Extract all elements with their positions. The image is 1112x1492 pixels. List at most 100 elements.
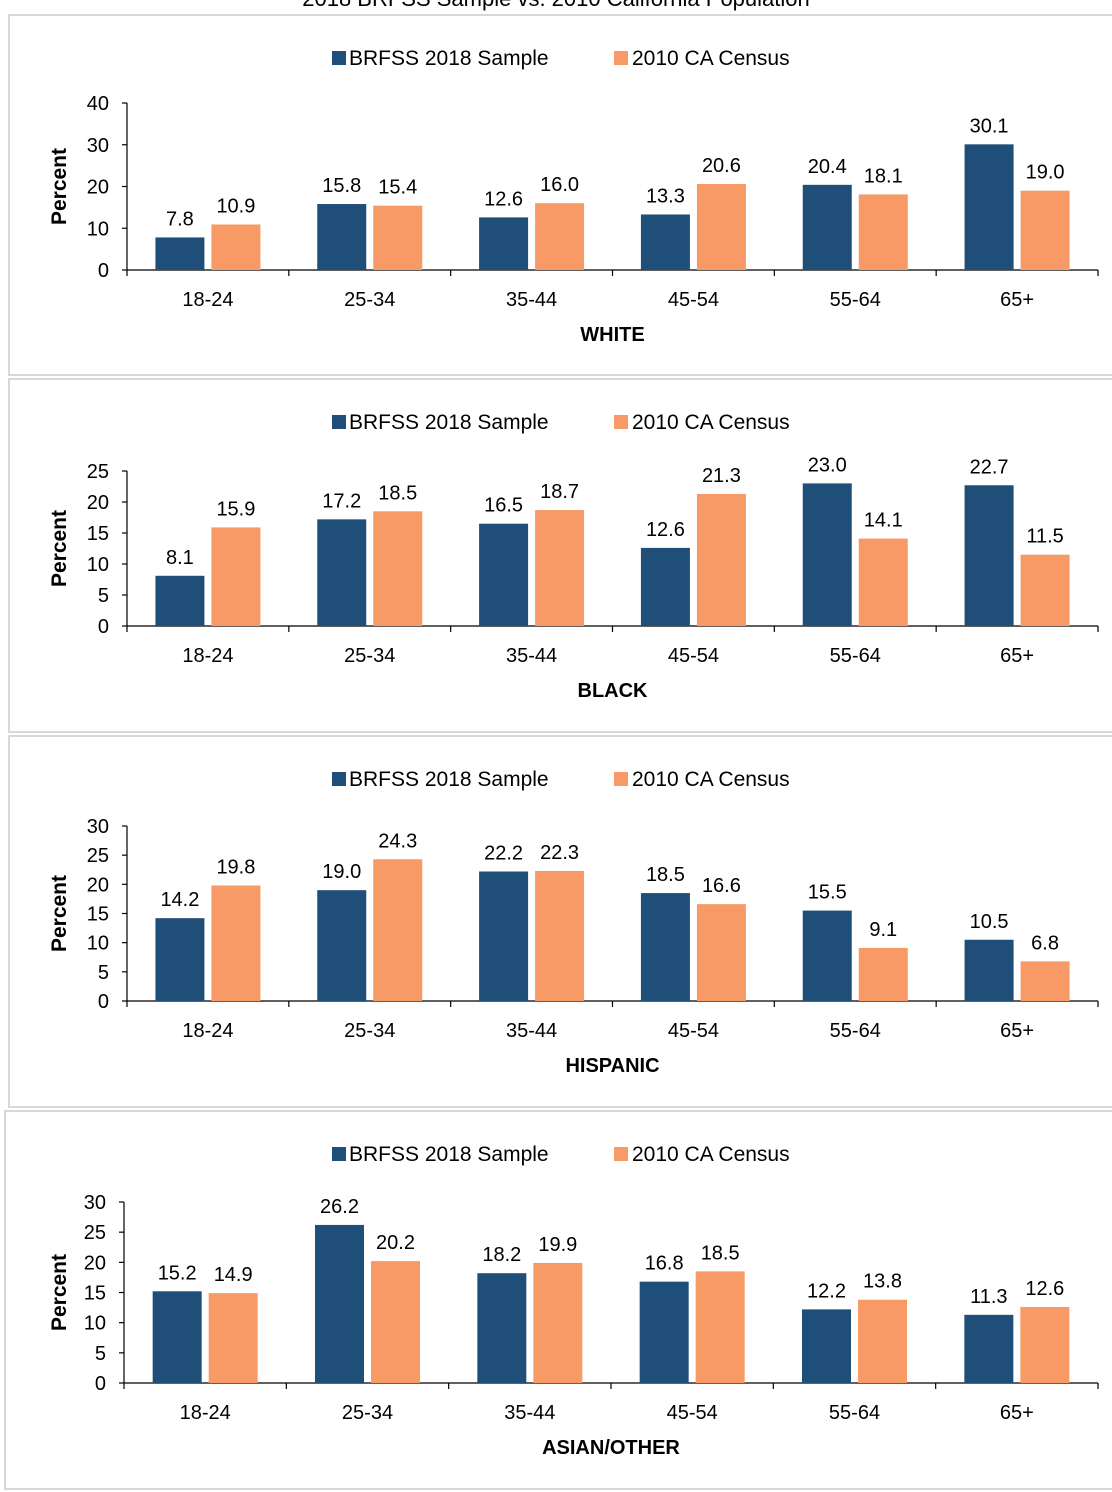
bar-sample: [315, 1224, 364, 1383]
bar-census: [858, 1299, 907, 1383]
y-tick-label: 30: [84, 1192, 106, 1214]
legend-swatch: [614, 1147, 628, 1161]
data-label: 16.0: [540, 174, 579, 196]
data-label: 12.6: [484, 188, 523, 210]
data-label: 18.5: [701, 1242, 740, 1264]
bar-chart: BRFSS 2018 Sample 2010 CA Census 0 5 10 15 20 2…: [48, 411, 1099, 702]
data-label: 7.8: [166, 208, 194, 230]
data-label: 20.2: [376, 1232, 415, 1254]
bar-sample: [964, 939, 1014, 1001]
legend-swatch: [614, 51, 628, 65]
data-label: 15.9: [216, 498, 255, 520]
data-label: 20.6: [702, 155, 741, 177]
data-label: 16.5: [484, 495, 523, 517]
data-label: 20.4: [808, 156, 847, 178]
bar-sample: [964, 1314, 1014, 1383]
bar-census: [373, 205, 423, 270]
bar-sample: [964, 485, 1014, 626]
data-label: 14.2: [160, 889, 199, 911]
legend-label: BRFSS 2018 Sample: [349, 411, 549, 434]
data-label: 18.2: [482, 1244, 521, 1266]
x-tick-label: 35-44: [506, 289, 557, 311]
x-tick-label: 45-54: [668, 1020, 719, 1042]
y-tick-label: 15: [87, 523, 109, 545]
bar-census: [211, 885, 261, 1001]
bar-census: [1020, 1306, 1070, 1383]
legend-label: BRFSS 2018 Sample: [349, 47, 549, 70]
data-label: 17.2: [322, 490, 361, 512]
data-label: 22.7: [970, 456, 1009, 478]
bar-sample: [317, 519, 367, 626]
y-axis-title: Percent: [48, 875, 71, 952]
x-tick-label: 25-34: [344, 1020, 395, 1042]
bar-census: [1020, 961, 1070, 1001]
chart-panel-black: BRFSS 2018 Sample 2010 CA Census 0 5 10 15 20 2…: [8, 378, 1112, 733]
data-label: 15.4: [378, 177, 417, 199]
legend-label: 2010 CA Census: [632, 768, 790, 791]
bar-sample: [479, 217, 529, 270]
legend-swatch: [332, 415, 346, 429]
bar-sample: [155, 918, 205, 1001]
data-label: 11.5: [1026, 526, 1063, 548]
x-tick-label: 35-44: [504, 1402, 555, 1424]
data-label: 18.7: [540, 481, 579, 503]
bar-sample: [317, 890, 367, 1001]
x-tick-label: 65+: [1000, 1402, 1034, 1424]
bar-chart: BRFSS 2018 Sample 2010 CA Census 0 5 10 15 20 2…: [48, 768, 1099, 1077]
bar-sample: [479, 871, 529, 1001]
bar-sample: [317, 204, 367, 270]
bar-census: [696, 904, 746, 1001]
y-tick-label: 30: [87, 816, 109, 838]
y-tick-label: 10: [87, 933, 109, 955]
bar-sample: [155, 237, 205, 270]
x-tick-label: 25-34: [344, 289, 395, 311]
y-tick-label: 10: [84, 1313, 106, 1335]
data-label: 13.8: [863, 1271, 902, 1293]
data-label: 12.2: [807, 1280, 846, 1302]
y-tick-label: 0: [95, 1373, 106, 1395]
legend-label: BRFSS 2018 Sample: [349, 768, 549, 791]
chart-panel-asian-other: BRFSS 2018 Sample 2010 CA Census 0 5 10 15 20 2…: [4, 1110, 1112, 1490]
y-tick-label: 15: [87, 904, 109, 926]
data-label: 14.9: [214, 1264, 253, 1286]
x-tick-label: 35-44: [506, 645, 557, 667]
legend-label: 2010 CA Census: [632, 47, 790, 70]
legend-label: BRFSS 2018 Sample: [349, 1143, 549, 1166]
data-label: 11.3: [970, 1286, 1007, 1308]
x-tick-label: 65+: [1000, 289, 1034, 311]
bar-census: [858, 538, 908, 626]
x-axis-title: BLACK: [578, 680, 649, 702]
y-tick-label: 40: [87, 93, 109, 115]
legend-item-census: 2010 CA Census: [614, 47, 790, 70]
legend-item-census: 2010 CA Census: [614, 768, 790, 791]
data-label: 18.1: [864, 165, 903, 187]
x-tick-label: 35-44: [506, 1020, 557, 1042]
y-axis-title: Percent: [48, 148, 71, 225]
data-label: 12.6: [646, 519, 685, 541]
bar-census: [696, 183, 746, 270]
bar-sample: [802, 910, 852, 1001]
data-label: 19.0: [1026, 162, 1065, 184]
bar-sample: [479, 523, 529, 626]
legend-swatch: [614, 772, 628, 786]
bar-census: [535, 510, 585, 626]
bar-sample: [802, 483, 852, 626]
page-title: 2018 BRFSS Sample vs. 2010 California Po…: [0, 0, 1112, 14]
y-tick-label: 20: [84, 1252, 106, 1274]
bar-sample: [640, 547, 690, 626]
bar-sample: [964, 144, 1014, 270]
data-label: 19.9: [538, 1234, 577, 1256]
bar-census: [208, 1293, 258, 1383]
bar-chart: BRFSS 2018 Sample 2010 CA Census 0 5 10 15 20 2…: [48, 1143, 1099, 1459]
legend-swatch: [332, 772, 346, 786]
data-label: 24.3: [378, 830, 417, 852]
data-label: 16.8: [645, 1253, 684, 1275]
x-axis-title: HISPANIC: [565, 1055, 659, 1077]
y-tick-label: 5: [95, 1343, 106, 1365]
x-axis-title: ASIAN/OTHER: [542, 1437, 680, 1459]
data-label: 9.1: [869, 919, 897, 941]
bar-census: [695, 1271, 745, 1383]
y-tick-label: 25: [87, 461, 109, 483]
data-label: 22.2: [484, 843, 523, 865]
legend-swatch: [332, 1147, 346, 1161]
